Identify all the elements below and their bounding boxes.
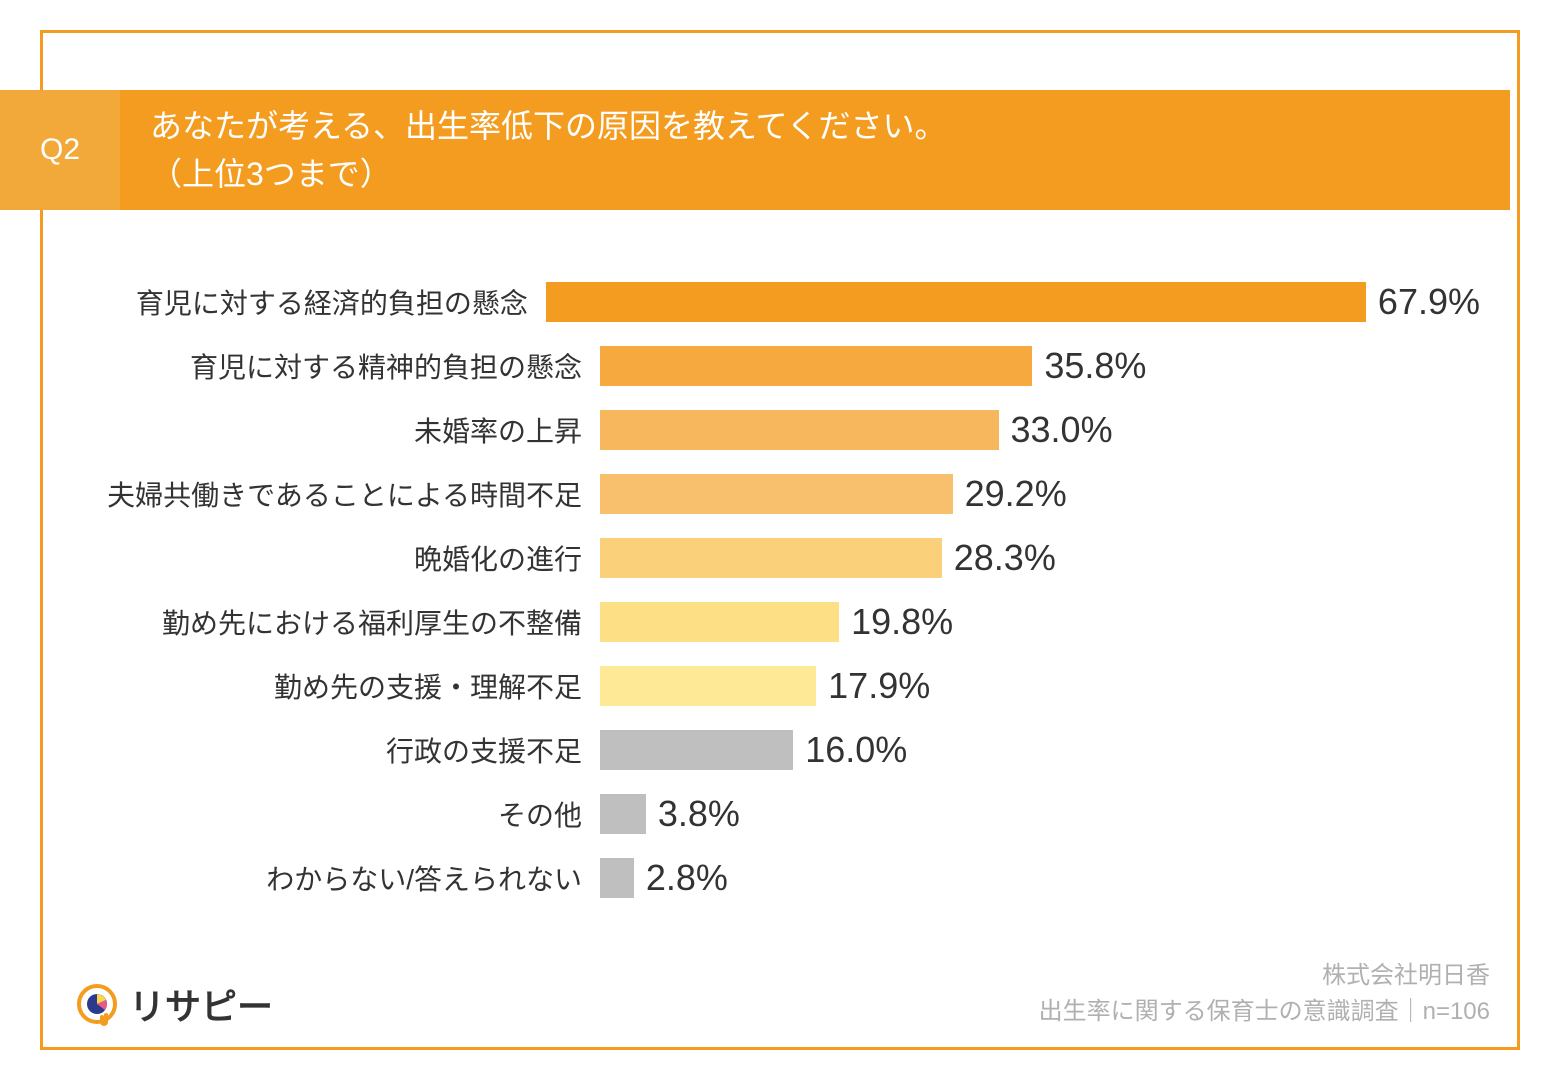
bar-row: 未婚率の上昇 33.0% xyxy=(80,398,1480,462)
bar-chart: 育児に対する経済的負担の懸念 67.9% 育児に対する精神的負担の懸念 35.8% 未婚… xyxy=(80,270,1480,910)
bar-row: 夫婦共働きであることによる時間不足 29.2% xyxy=(80,462,1480,526)
bar-fill xyxy=(600,794,646,834)
question-header: Q2 あなたが考える、出生率低下の原因を教えてください。 （上位3つまで） xyxy=(0,90,1510,210)
bar-label: 勤め先における福利厚生の不整備 xyxy=(80,602,600,642)
bar-fill xyxy=(600,346,1032,386)
question-tag: Q2 xyxy=(0,90,120,210)
credit-line-2: 出生率に関する保育士の意識調査｜n=106 xyxy=(1039,994,1490,1030)
bar-row: 勤め先における福利厚生の不整備 19.8% xyxy=(80,590,1480,654)
bar-fill xyxy=(600,730,793,770)
title-line-1: あなたが考える、出生率低下の原因を教えてください。 xyxy=(150,102,1510,150)
brand-logo: リサピー xyxy=(75,978,273,1030)
bar-row: その他 3.8% xyxy=(80,782,1480,846)
bar-track: 16.0% xyxy=(600,729,1480,771)
bar-track: 28.3% xyxy=(600,537,1480,579)
credit-block: 株式会社明日香 出生率に関する保育士の意識調査｜n=106 xyxy=(1039,958,1490,1030)
bar-label: 育児に対する経済的負担の懸念 xyxy=(80,282,546,322)
bar-value: 19.8% xyxy=(851,601,953,643)
bar-fill xyxy=(600,538,942,578)
bar-track: 19.8% xyxy=(600,601,1480,643)
bar-row: 行政の支援不足 16.0% xyxy=(80,718,1480,782)
bar-fill xyxy=(600,602,839,642)
question-title: あなたが考える、出生率低下の原因を教えてください。 （上位3つまで） xyxy=(120,90,1510,210)
credit-line-1: 株式会社明日香 xyxy=(1039,958,1490,994)
bar-row: 育児に対する精神的負担の懸念 35.8% xyxy=(80,334,1480,398)
bar-row: 勤め先の支援・理解不足 17.9% xyxy=(80,654,1480,718)
bar-value: 17.9% xyxy=(828,665,930,707)
bar-track: 17.9% xyxy=(600,665,1480,707)
bar-row: 育児に対する経済的負担の懸念 67.9% xyxy=(80,270,1480,334)
bar-label: 夫婦共働きであることによる時間不足 xyxy=(80,474,600,514)
bar-value: 3.8% xyxy=(658,793,740,835)
bar-label: わからない/答えられない xyxy=(80,858,600,898)
bar-track: 29.2% xyxy=(600,473,1480,515)
title-line-2: （上位3つまで） xyxy=(150,150,1510,198)
bar-fill xyxy=(600,410,999,450)
bar-label: 晩婚化の進行 xyxy=(80,538,600,578)
bar-value: 2.8% xyxy=(646,857,728,899)
bar-track: 33.0% xyxy=(600,409,1480,451)
bar-row: わからない/答えられない 2.8% xyxy=(80,846,1480,910)
bar-track: 35.8% xyxy=(600,345,1480,387)
bar-track: 67.9% xyxy=(546,281,1480,323)
bar-fill xyxy=(600,666,816,706)
bar-fill xyxy=(600,474,953,514)
slide-footer: リサピー 株式会社明日香 出生率に関する保育士の意識調査｜n=106 xyxy=(75,958,1490,1030)
bar-value: 28.3% xyxy=(954,537,1056,579)
bar-value: 16.0% xyxy=(805,729,907,771)
bar-value: 67.9% xyxy=(1378,281,1480,323)
bar-label: 勤め先の支援・理解不足 xyxy=(80,666,600,706)
bar-track: 3.8% xyxy=(600,793,1480,835)
logo-icon xyxy=(75,982,119,1026)
bar-label: 未婚率の上昇 xyxy=(80,410,600,450)
bar-fill xyxy=(600,858,634,898)
logo-text: リサピー xyxy=(129,978,273,1030)
bar-label: 行政の支援不足 xyxy=(80,730,600,770)
bar-value: 33.0% xyxy=(1011,409,1113,451)
bar-label: その他 xyxy=(80,794,600,834)
bar-row: 晩婚化の進行 28.3% xyxy=(80,526,1480,590)
bar-value: 35.8% xyxy=(1044,345,1146,387)
bar-track: 2.8% xyxy=(600,857,1480,899)
bar-fill xyxy=(546,282,1366,322)
bar-value: 29.2% xyxy=(965,473,1067,515)
bar-label: 育児に対する精神的負担の懸念 xyxy=(80,346,600,386)
